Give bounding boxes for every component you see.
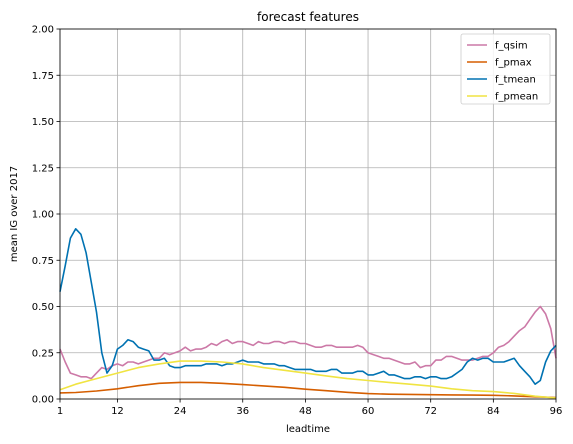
legend: f_qsim f_pmax f_tmean f_pmean: [460, 33, 551, 105]
x-tick-label: 96: [550, 406, 563, 417]
x-tick-label: 48: [299, 406, 312, 417]
legend-label-f_pmean: f_pmean: [495, 92, 538, 103]
x-tick-label: 24: [174, 406, 187, 417]
y-tick-label: 0.75: [32, 256, 54, 267]
y-tick-label: 1.00: [32, 210, 54, 221]
x-tick-label: 60: [362, 406, 375, 417]
y-tick-label: 1.25: [32, 163, 54, 174]
legend-label-f_pmax: f_pmax: [495, 58, 532, 69]
y-tick-label: 0.25: [32, 348, 54, 359]
legend-label-f_tmean: f_tmean: [495, 75, 536, 86]
series-line-f_tmean: [59, 228, 557, 386]
series-line-f_pmax: [59, 381, 557, 399]
y-tick-label: 1.50: [32, 117, 54, 128]
x-tick-label: 72: [424, 406, 437, 417]
y-tick-label: 1.75: [32, 71, 54, 82]
x-tick-label: 84: [487, 406, 500, 417]
y-axis-label: mean IG over 2017: [9, 166, 20, 262]
y-tick-label: 2.00: [32, 25, 54, 36]
y-tick-label: 0.00: [32, 395, 54, 406]
series-layer: [59, 228, 557, 399]
x-tick-label: 36: [236, 406, 249, 417]
y-tick-label: 0.50: [32, 302, 54, 313]
y-axis: 0.00 0.25 0.50 0.75 1.00 1.25 1.50 1.75 2.00: [32, 25, 60, 406]
legend-label-f_qsim: f_qsim: [495, 41, 528, 52]
series-line-f_qsim: [59, 305, 557, 380]
x-tick-label: 12: [111, 406, 124, 417]
legend-box: [460, 33, 551, 105]
x-tick-label: 1: [57, 406, 63, 417]
chart-title: forecast features: [257, 10, 359, 24]
x-axis: 1 12 24 36 48 60 72 84 96: [57, 399, 563, 417]
series-line-f_pmean: [59, 360, 557, 399]
x-axis-label: leadtime: [286, 424, 330, 435]
